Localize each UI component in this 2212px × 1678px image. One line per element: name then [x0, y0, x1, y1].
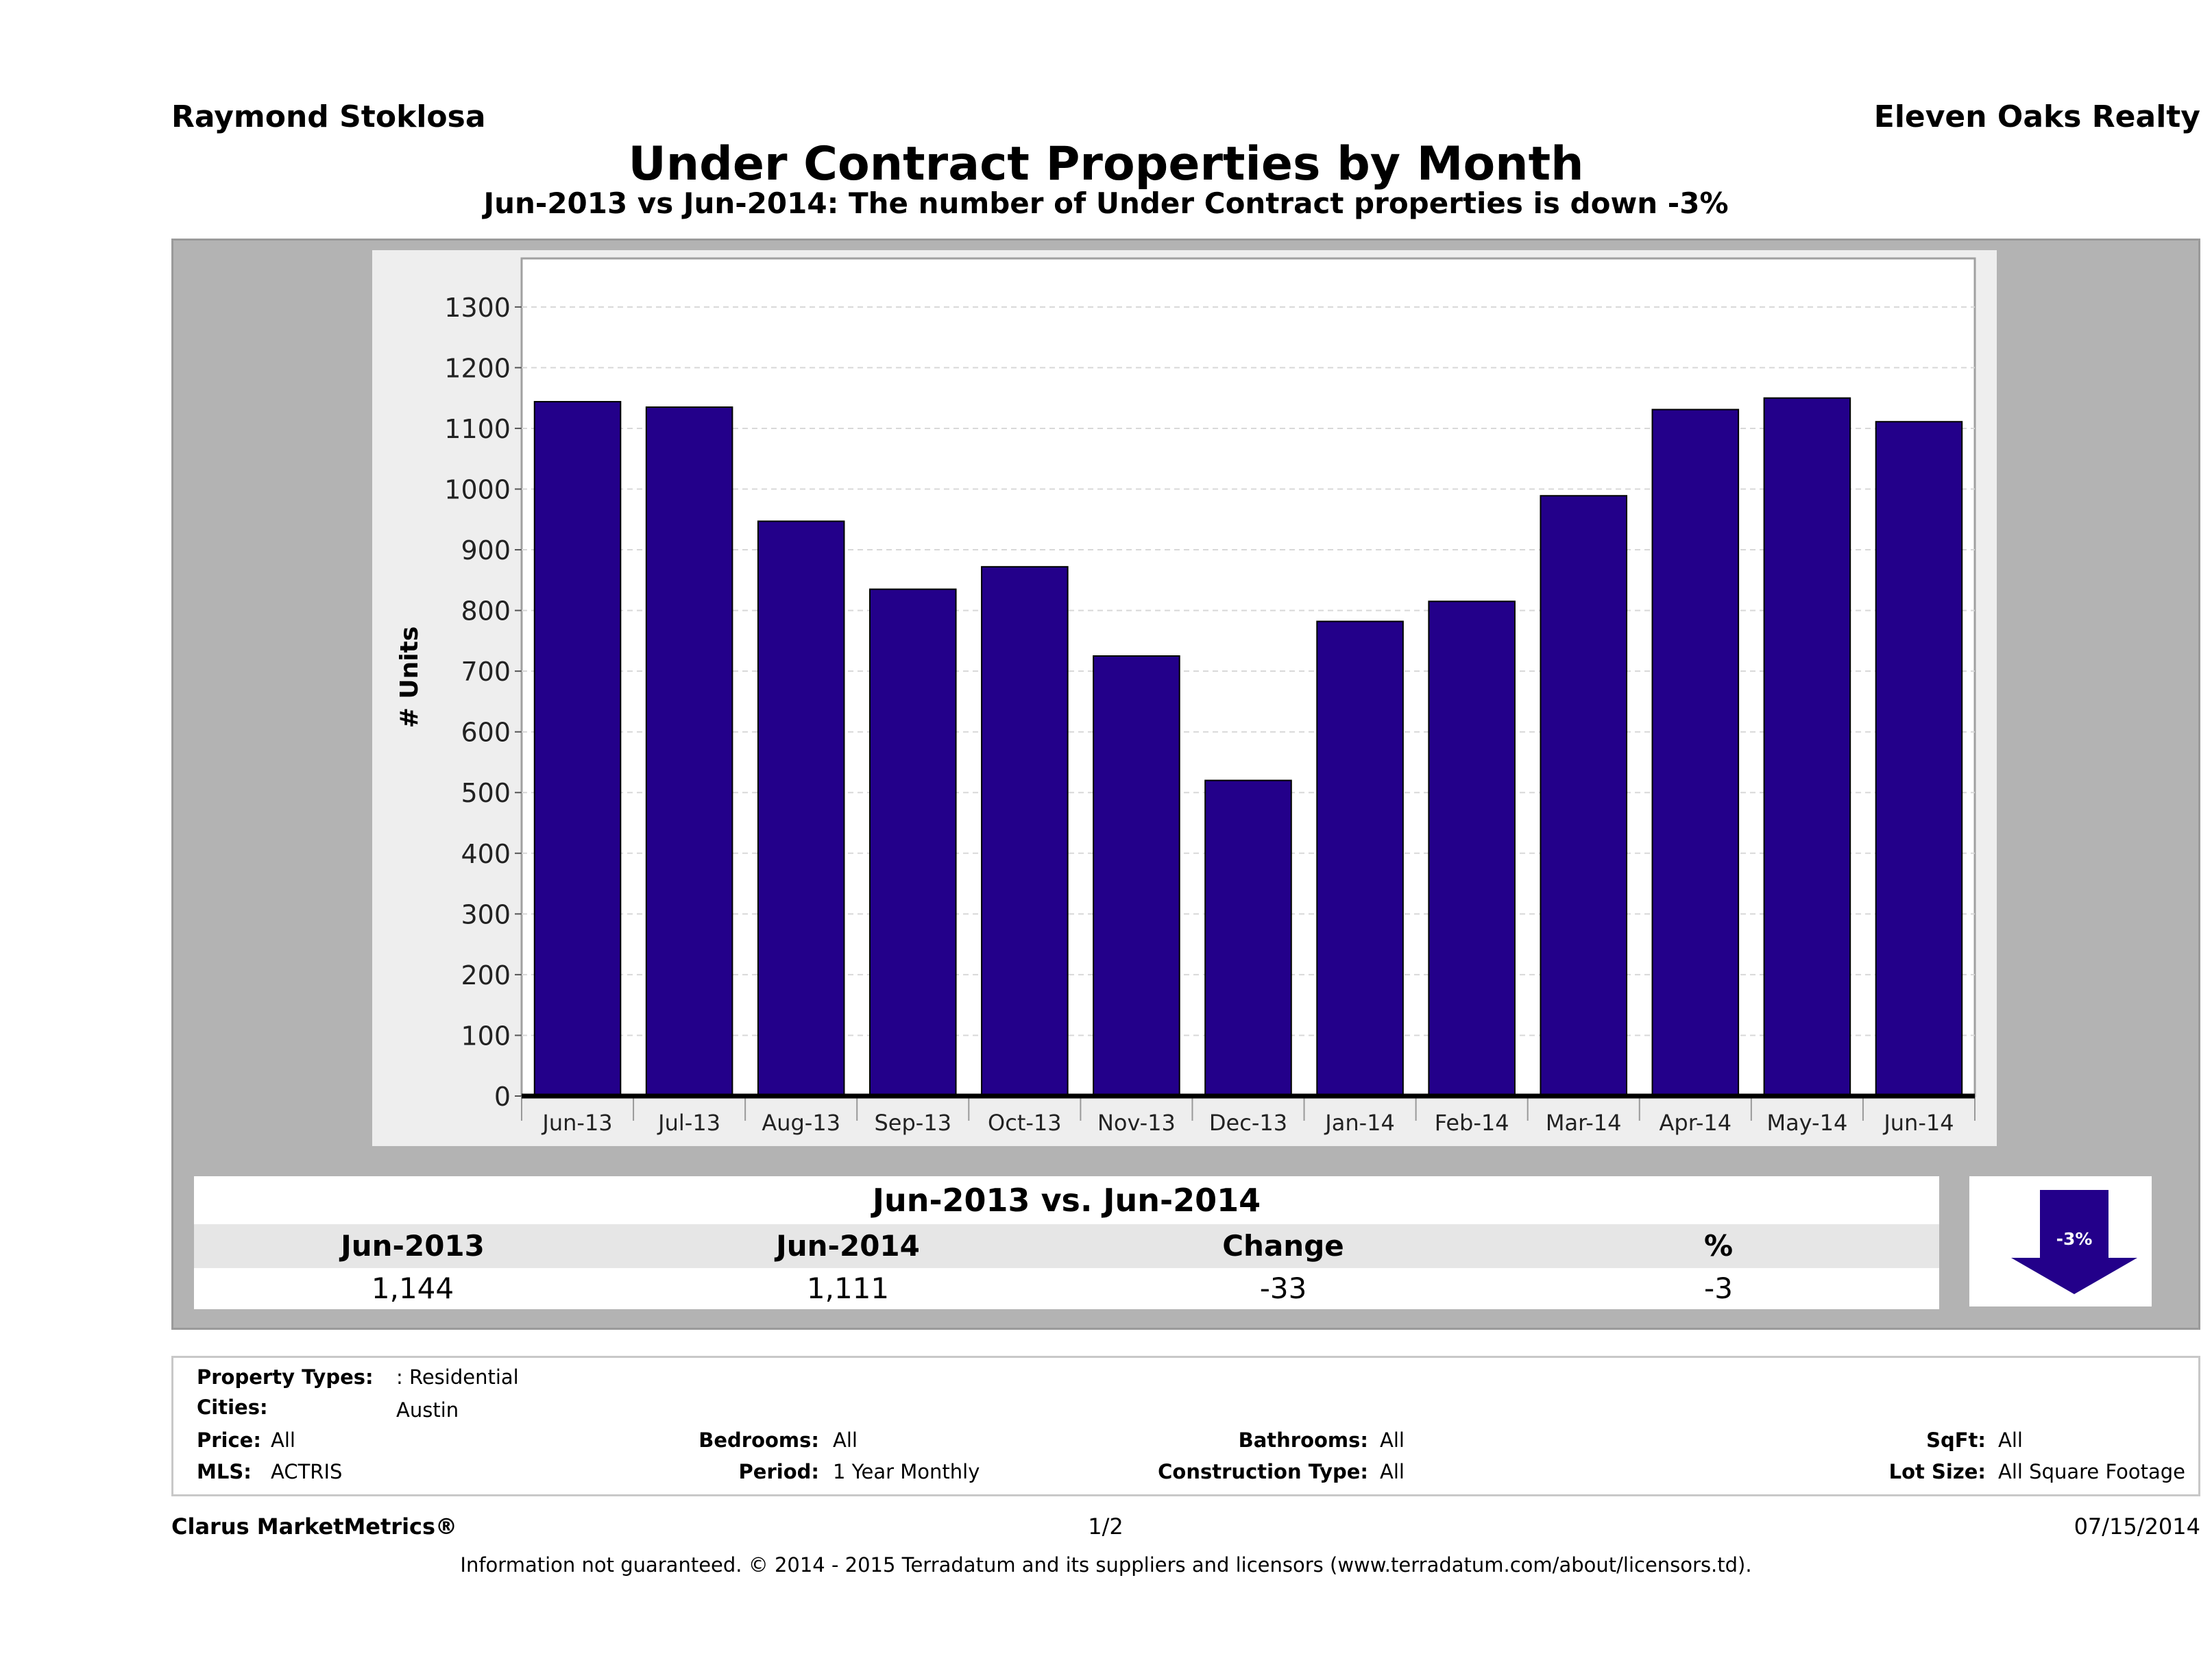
x-tick-label: Jul-13: [657, 1110, 720, 1136]
brand-footer: Clarus MarketMetrics®: [171, 1513, 458, 1540]
bar: [1204, 779, 1292, 1097]
comparison-values-row: [194, 1268, 1939, 1309]
disclaimer: Information not guaranteed. © 2014 - 201…: [460, 1553, 1752, 1577]
bedrooms-value: All: [833, 1428, 858, 1452]
sqft-label: SqFt:: [1926, 1428, 1986, 1452]
y-tick-label: 1200: [444, 353, 511, 383]
mls-label: MLS:: [197, 1460, 252, 1483]
y-tick-label: 600: [461, 718, 511, 748]
x-tick-label: Jun-14: [1882, 1110, 1954, 1136]
bar: [1875, 421, 1963, 1097]
x-tick-label: Oct-13: [988, 1110, 1062, 1136]
y-tick-label: 800: [461, 596, 511, 627]
down-arrow-icon: -3%: [2011, 1190, 2137, 1294]
report-date: 07/15/2014: [2074, 1513, 2200, 1540]
comparison-value-end: 1,111: [806, 1272, 890, 1305]
comparison-heading: Jun-2013 vs. Jun-2014: [872, 1182, 1261, 1219]
price-value: All: [271, 1428, 295, 1452]
bar: [1763, 397, 1851, 1097]
x-tick-label: Jan-14: [1324, 1110, 1395, 1136]
cities-label: Cities:: [197, 1396, 268, 1419]
x-tick-label: Mar-14: [1546, 1110, 1622, 1136]
y-tick-label: 700: [461, 657, 511, 687]
mls-value: ACTRIS: [271, 1460, 343, 1483]
bar: [757, 520, 845, 1097]
cities-value: Austin: [396, 1398, 459, 1422]
change-badge-text: -3%: [2056, 1229, 2093, 1249]
y-tick-label: 1300: [444, 293, 511, 323]
y-tick-label: 200: [461, 960, 511, 990]
page-number: 1/2: [1088, 1513, 1123, 1540]
y-tick-label: 1100: [444, 414, 511, 444]
bedrooms-label: Bedrooms:: [698, 1428, 819, 1452]
x-tick-label: Dec-13: [1209, 1110, 1287, 1136]
x-tick-label: Feb-14: [1435, 1110, 1509, 1136]
comparison-value-percent: -3: [1704, 1272, 1733, 1305]
x-tick-label: May-14: [1766, 1110, 1847, 1136]
y-tick-label: 300: [461, 899, 511, 929]
change-indicator: -3%: [1969, 1176, 2152, 1306]
y-axis-title: # Units: [396, 627, 424, 729]
price-label: Price:: [197, 1428, 261, 1452]
bar: [1093, 655, 1180, 1097]
agent-name: Raymond Stoklosa: [171, 99, 486, 134]
bar: [1540, 495, 1628, 1097]
chart-subtitle: Jun-2013 vs Jun-2014: The number of Unde…: [483, 186, 1729, 220]
bar: [645, 406, 733, 1097]
bathrooms-value: All: [1380, 1428, 1405, 1452]
construction-type-label: Construction Type:: [1158, 1460, 1368, 1483]
bathrooms-label: Bathrooms:: [1238, 1428, 1368, 1452]
x-tick-label: Aug-13: [762, 1110, 840, 1136]
y-tick-label: 100: [461, 1021, 511, 1051]
comparison-heading-bg: [194, 1176, 1939, 1224]
period-label: Period:: [738, 1460, 819, 1483]
bar: [1428, 600, 1516, 1097]
comparison-label-change: Change: [1222, 1229, 1344, 1263]
filter-summary: [171, 1356, 2200, 1496]
property-types-value: : Residential: [396, 1365, 519, 1389]
construction-type-value: All: [1380, 1460, 1405, 1483]
comparison-label-percent: %: [1703, 1229, 1734, 1263]
x-tick-label: Apr-14: [1660, 1110, 1732, 1136]
comparison-label-end: Jun-2014: [776, 1229, 920, 1263]
comparison-labels-row: [194, 1224, 1939, 1268]
y-tick-label: 1000: [444, 474, 511, 504]
bar-chart: 0 100 200 300 400 500 600 700 800 900 1000 1100 1200…: [396, 257, 1976, 1136]
bar: [533, 400, 622, 1097]
x-tick-label: Nov-13: [1097, 1110, 1176, 1136]
sqft-value: All: [1998, 1428, 2023, 1452]
y-tick-label: 0: [494, 1082, 511, 1112]
lot-size-label: Lot Size:: [1888, 1460, 1986, 1483]
bar: [868, 588, 957, 1097]
comparison-value-change: -33: [1259, 1272, 1307, 1305]
chart-title: Under Contract Properties by Month: [628, 137, 1584, 191]
y-tick-label: 900: [461, 535, 511, 566]
property-types-label: Property Types:: [197, 1365, 374, 1389]
x-tick-label: Sep-13: [874, 1110, 951, 1136]
period-value: 1 Year Monthly: [833, 1460, 980, 1483]
y-tick-label: 500: [461, 778, 511, 808]
comparison-value-start: 1,144: [371, 1272, 454, 1305]
bar: [1316, 620, 1404, 1097]
lot-size-value: All Square Footage: [1998, 1460, 2186, 1483]
bar: [1651, 409, 1740, 1097]
y-tick-label: 400: [461, 839, 511, 869]
x-tick-label: Jun-13: [541, 1110, 612, 1136]
comparison-label-start: Jun-2013: [341, 1229, 485, 1263]
chart-panel: 0 100 200 300 400 500 600 700 800 900 1000 1100 1200…: [372, 250, 1997, 1146]
company-name: Eleven Oaks Realty: [1873, 99, 2200, 134]
bar: [981, 566, 1069, 1097]
